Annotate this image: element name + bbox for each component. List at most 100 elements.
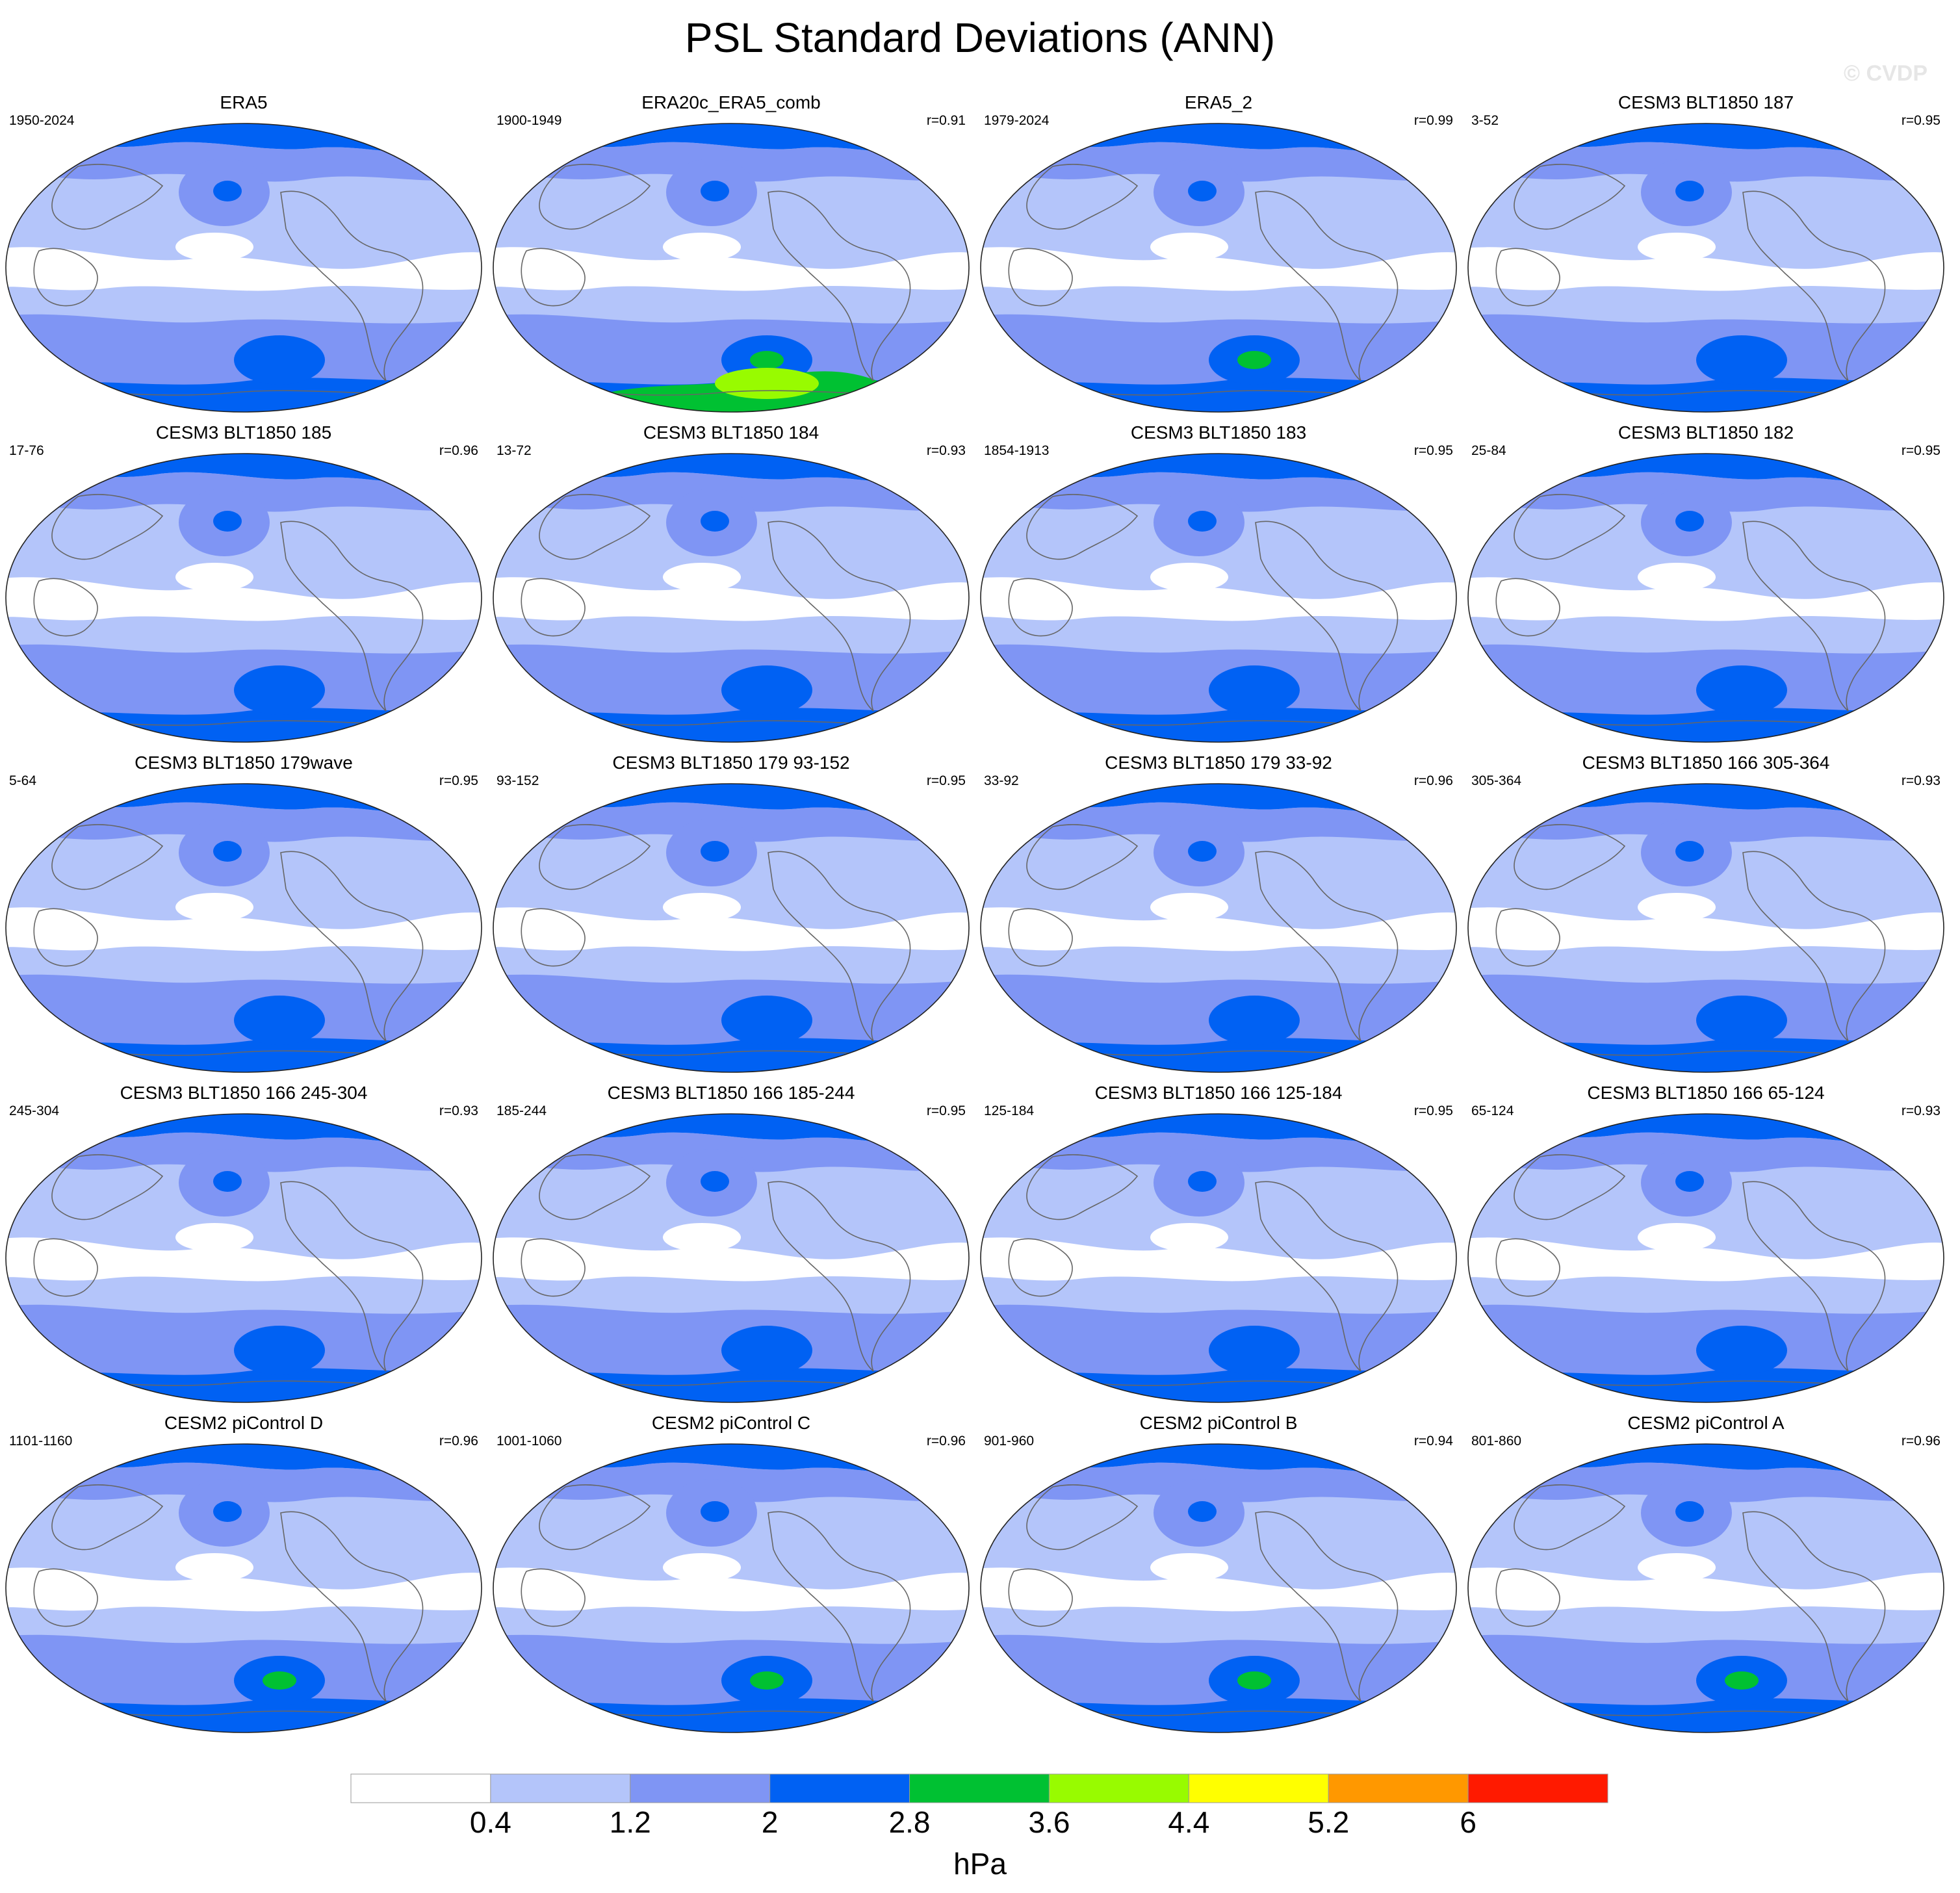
cvdp-watermark: © CVDP xyxy=(1844,61,1928,86)
colorbar-box xyxy=(1188,1773,1329,1803)
map-panel: CESM3 BLT1850 182 25-84 r=0.95 xyxy=(1462,421,1950,746)
contour-band xyxy=(1237,1671,1271,1690)
land-asia xyxy=(1514,1484,1626,1551)
land-asia xyxy=(539,164,651,230)
panel-correlation: r=0.95 xyxy=(1901,113,1941,128)
panel-correlation: r=0.95 xyxy=(1413,1103,1453,1118)
colorbar-box xyxy=(490,1773,631,1803)
contour-band xyxy=(234,1326,325,1375)
contour-band xyxy=(1725,1671,1759,1690)
contour-band xyxy=(981,1237,1456,1281)
map-outline xyxy=(980,1113,1457,1403)
panel-title: CESM3 BLT1850 166 305-364 xyxy=(1582,753,1830,773)
map-svg xyxy=(493,783,970,1073)
land-australia xyxy=(521,1238,586,1297)
panel-title: CESM3 BLT1850 166 185-244 xyxy=(607,1083,855,1103)
panel-years: 1900-1949 xyxy=(496,113,562,128)
panel-correlation: r=0.96 xyxy=(926,1434,966,1449)
contour-band xyxy=(6,1037,482,1072)
land-americas xyxy=(1255,521,1399,712)
contour-band xyxy=(1150,233,1228,261)
panel-years: 1979-2024 xyxy=(984,113,1050,128)
panel-correlation: r=0.93 xyxy=(439,1103,478,1118)
contour-band xyxy=(6,1237,482,1281)
contour-band xyxy=(493,707,969,742)
land-australia xyxy=(33,578,98,637)
panel-grid: ERA5 1950-2024 ERA20c_ERA5_comb 1900-1949 r=… xyxy=(0,91,1950,1736)
panel-title: CESM3 BLT1850 179wave xyxy=(135,753,353,773)
contour-band xyxy=(1468,707,1944,742)
map-outline xyxy=(980,123,1457,413)
map-panel: CESM3 BLT1850 179wave 5-64 r=0.95 xyxy=(0,751,487,1076)
land-americas xyxy=(280,1511,424,1702)
land-australia xyxy=(521,578,586,637)
panel-correlation: r=0.95 xyxy=(926,1103,966,1118)
colorbar-tick-label: 1.2 xyxy=(609,1805,651,1839)
contour-band xyxy=(1675,511,1704,532)
contour-band xyxy=(1638,1223,1716,1252)
land-asia xyxy=(51,164,164,230)
land-americas xyxy=(767,1511,911,1702)
contour-band xyxy=(1468,1567,1944,1612)
panel-correlation: r=0.93 xyxy=(926,443,966,458)
land-americas xyxy=(767,521,911,712)
map-svg xyxy=(980,1113,1457,1403)
contour-band xyxy=(701,1501,729,1522)
land-americas xyxy=(1742,190,1886,381)
contour-band xyxy=(1188,181,1217,201)
contour-band xyxy=(213,841,242,862)
contour-band xyxy=(1150,893,1228,921)
map-panel: CESM3 BLT1850 166 125-184 125-184 r=0.95 xyxy=(975,1081,1462,1406)
land-asia xyxy=(51,1484,164,1551)
land-asia xyxy=(1026,1484,1139,1551)
land-australia xyxy=(1008,248,1073,307)
map-panel: ERA20c_ERA5_comb 1900-1949 r=0.91 xyxy=(487,91,975,416)
map-panel: CESM3 BLT1850 179 93-152 93-152 r=0.95 xyxy=(487,751,975,1076)
contour-band xyxy=(701,511,729,532)
land-australia xyxy=(33,1568,98,1627)
panel-title: CESM3 BLT1850 183 xyxy=(1130,422,1307,443)
panel-title: CESM3 BLT1850 184 xyxy=(643,422,819,443)
contour-band xyxy=(493,1037,969,1072)
land-americas xyxy=(1742,1181,1886,1372)
contour-band xyxy=(701,841,729,862)
land-asia xyxy=(1026,1154,1139,1220)
contour-band xyxy=(981,247,1456,291)
map-svg xyxy=(5,123,482,413)
contour-band xyxy=(1675,181,1704,201)
panel-correlation: r=0.91 xyxy=(926,113,966,128)
contour-band xyxy=(1150,1223,1228,1252)
contour-band xyxy=(1468,1237,1944,1281)
land-australia xyxy=(521,908,586,967)
contour-band xyxy=(1468,907,1944,951)
map-panel: CESM3 BLT1850 166 245-304 245-304 r=0.93 xyxy=(0,1081,487,1406)
map-panel: CESM2 piControl D 1101-1160 r=0.96 xyxy=(0,1411,487,1736)
contour-band xyxy=(1468,577,1944,621)
contour-band xyxy=(175,563,253,591)
land-americas xyxy=(767,1181,911,1372)
land-asia xyxy=(539,1154,651,1220)
contour-band xyxy=(6,1697,482,1732)
panel-title: CESM2 piControl B xyxy=(1139,1413,1298,1433)
panel-title: CESM3 BLT1850 179 93-152 xyxy=(612,753,850,773)
land-australia xyxy=(1008,908,1073,967)
map-outline xyxy=(493,453,970,743)
contour-band xyxy=(721,1326,812,1375)
panel-correlation: r=0.95 xyxy=(1413,443,1453,458)
colorbar-tick-label: 6 xyxy=(1460,1805,1476,1839)
map-panel: CESM2 piControl C 1001-1060 r=0.96 xyxy=(487,1411,975,1736)
panel-title: ERA5_2 xyxy=(1184,92,1253,112)
contour-band xyxy=(715,368,819,399)
contour-band xyxy=(213,181,242,201)
land-americas xyxy=(1742,521,1886,712)
map-svg xyxy=(5,783,482,1073)
land-asia xyxy=(539,1484,651,1551)
colorbar-tick-label: 4.4 xyxy=(1168,1805,1210,1839)
panel-title: CESM3 BLT1850 166 245-304 xyxy=(120,1083,368,1103)
map-svg xyxy=(980,1443,1457,1733)
contour-band xyxy=(981,1567,1456,1612)
land-asia xyxy=(1026,824,1139,890)
panel-years: 1101-1160 xyxy=(9,1434,73,1449)
contour-band xyxy=(1468,1037,1944,1072)
contour-band xyxy=(1188,1501,1217,1522)
